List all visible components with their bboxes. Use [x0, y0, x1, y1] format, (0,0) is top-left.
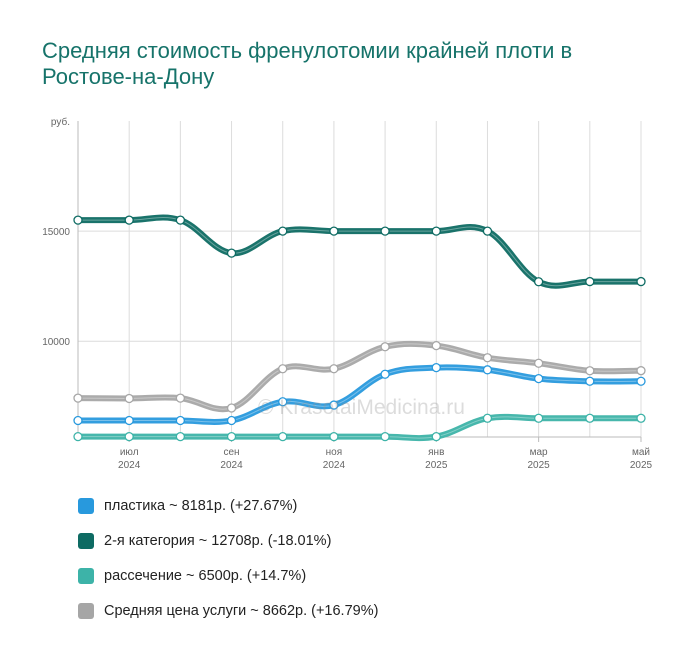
series-line-highlight: [78, 216, 642, 287]
data-point: [380, 342, 390, 352]
data-point: [226, 403, 237, 413]
legend-label: 2-я категория ~ 12708р. (-18.01%): [104, 532, 332, 549]
data-point: [482, 413, 493, 423]
data-point: [73, 393, 83, 403]
legend-swatch: [78, 602, 94, 619]
legend-item-category-2[interactable]: 2-я категория ~ 12708р. (-18.01%): [78, 523, 378, 558]
x-tick-label: май: [632, 447, 650, 458]
data-point: [482, 353, 493, 363]
legend-label: пластика ~ 8181р. (+27.67%): [104, 497, 298, 514]
data-points: [73, 215, 646, 442]
data-point: [278, 431, 288, 442]
data-point: [73, 215, 83, 225]
data-point: [533, 413, 544, 423]
chart-title: Средняя стоимость френулотомии крайней п…: [42, 38, 573, 89]
data-point: [175, 415, 186, 426]
data-point: [636, 276, 646, 287]
data-point: [329, 400, 339, 410]
data-point: [533, 277, 544, 287]
data-point: [329, 226, 339, 236]
data-point: [329, 431, 339, 442]
data-point: [636, 413, 646, 423]
data-point: [278, 397, 288, 407]
data-point: [585, 366, 595, 376]
legend-item-rassechenie[interactable]: рассечение ~ 6500р. (+14.7%): [78, 558, 378, 593]
legend-swatch: [78, 497, 94, 514]
data-point: [278, 226, 288, 236]
data-point: [124, 431, 134, 442]
legend-item-average-price[interactable]: Средняя цена услуги ~ 8662р. (+16.79%): [78, 593, 378, 628]
series-line: [75, 214, 644, 289]
data-point: [226, 248, 237, 258]
data-point: [226, 415, 237, 426]
data-point: [585, 376, 595, 386]
data-point: [380, 431, 390, 442]
data-point: [175, 215, 186, 225]
x-tick-year: 2024: [118, 460, 141, 471]
data-point: [431, 340, 441, 351]
data-point: [124, 415, 134, 426]
x-tick-year: 2024: [323, 460, 346, 471]
data-point: [482, 365, 493, 375]
x-tick-label: ноя: [326, 447, 343, 458]
x-tick-label: июл: [120, 447, 139, 458]
data-point: [431, 226, 441, 236]
x-tick-label: мар: [530, 447, 548, 458]
data-point: [636, 376, 646, 386]
legend-label: рассечение ~ 6500р. (+14.7%): [104, 567, 307, 584]
data-point: [533, 358, 544, 368]
x-tick-label: сен: [223, 447, 239, 458]
data-point: [73, 431, 83, 442]
legend: пластика ~ 8181р. (+27.67%) 2-я категори…: [78, 488, 378, 628]
line-chart: 10000 15000 руб. июл 2024 сен 2024 ноя 2024 янв 20…: [42, 116, 652, 471]
x-tick-year: 2024: [220, 460, 243, 471]
data-point: [175, 431, 186, 442]
data-point: [380, 226, 390, 236]
data-point: [226, 431, 237, 442]
data-point: [431, 362, 441, 373]
legend-swatch: [78, 532, 94, 549]
y-tick-label: 10000: [42, 337, 70, 348]
y-unit-label: руб.: [51, 116, 70, 128]
legend-swatch: [78, 567, 94, 584]
data-point: [175, 393, 186, 403]
y-tick-label: 15000: [42, 227, 70, 238]
watermark: © KrasotaiMedicina.ru: [258, 396, 465, 419]
data-point: [482, 226, 493, 236]
data-point: [585, 276, 595, 287]
legend-item-plastika[interactable]: пластика ~ 8181р. (+27.67%): [78, 488, 378, 523]
data-point: [431, 431, 441, 442]
legend-label: Средняя цена услуги ~ 8662р. (+16.79%): [104, 602, 379, 619]
data-point: [329, 364, 339, 374]
data-point: [73, 415, 83, 426]
data-point: [585, 413, 595, 423]
axes: 10000 15000 руб. июл 2024 сен 2024 ноя 2024 янв 20…: [42, 116, 652, 471]
x-tick-year: 2025: [425, 460, 448, 471]
x-tick-label: янв: [428, 447, 444, 458]
x-tick-year: 2025: [630, 460, 653, 471]
data-point: [380, 369, 390, 379]
data-point: [124, 393, 134, 404]
data-point: [124, 215, 134, 225]
x-tick-year: 2025: [528, 460, 551, 471]
data-point: [533, 373, 544, 384]
data-point: [636, 366, 646, 376]
data-point: [278, 364, 288, 374]
